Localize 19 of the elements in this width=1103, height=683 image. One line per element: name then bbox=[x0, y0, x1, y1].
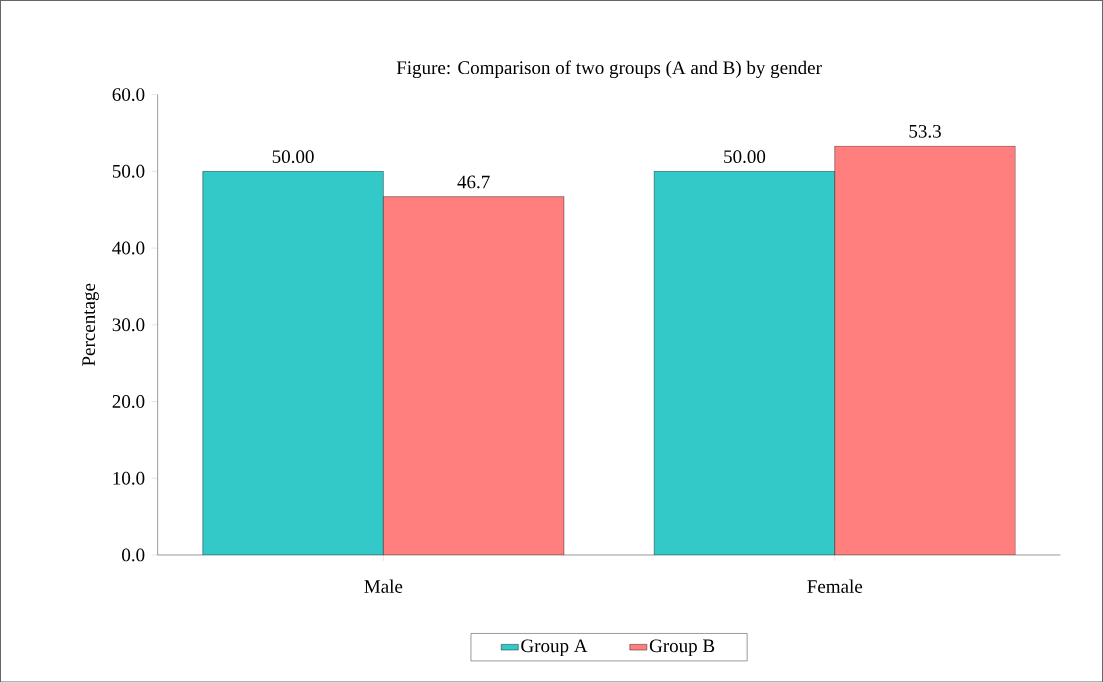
bar bbox=[654, 171, 835, 556]
data-label: 50.00 bbox=[724, 150, 766, 164]
y-tick-label: 40.0 bbox=[112, 241, 145, 255]
x-tick-label: Female bbox=[807, 579, 863, 594]
y-tick-label: 30.0 bbox=[112, 318, 145, 332]
data-label: 50.00 bbox=[272, 150, 314, 164]
y-tick-label: 20.0 bbox=[112, 395, 145, 409]
chart-title: Figure: Comparison of two groups (A and B) by gender bbox=[396, 60, 822, 79]
bar bbox=[202, 171, 384, 556]
x-tick-label: Male bbox=[364, 579, 403, 594]
data-label: 46.7 bbox=[457, 175, 490, 189]
y-tick-label: 0.0 bbox=[122, 548, 145, 562]
y-axis-title: Percentage bbox=[82, 283, 99, 367]
legend-label: Group B bbox=[649, 639, 715, 657]
legend-label: Group A bbox=[521, 639, 588, 657]
y-tick-label: 60.0 bbox=[112, 88, 145, 102]
y-tick-label: 10.0 bbox=[113, 472, 145, 485]
data-label: 53.3 bbox=[909, 125, 941, 138]
y-tick-label: 50.0 bbox=[112, 165, 145, 178]
